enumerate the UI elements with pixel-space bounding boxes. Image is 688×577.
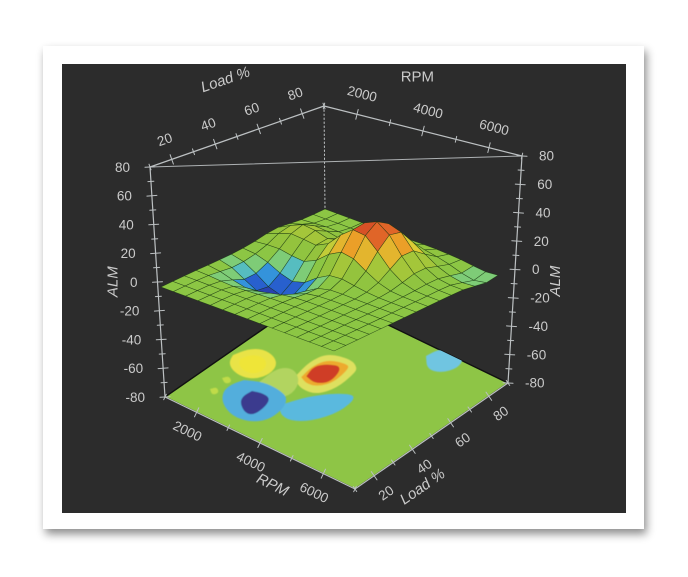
svg-text:60: 60 xyxy=(537,177,552,192)
svg-text:60: 60 xyxy=(117,189,132,204)
svg-text:-20: -20 xyxy=(120,304,140,319)
svg-text:80: 80 xyxy=(115,160,130,175)
svg-text:40: 40 xyxy=(119,217,134,232)
svg-text:40: 40 xyxy=(536,205,551,220)
svg-text:-40: -40 xyxy=(122,332,142,347)
svg-text:-60: -60 xyxy=(527,347,547,362)
svg-text:RPM: RPM xyxy=(401,68,434,85)
svg-text:-80: -80 xyxy=(525,376,545,391)
svg-text:0: 0 xyxy=(130,275,138,290)
svg-text:20: 20 xyxy=(121,246,136,261)
svg-text:-60: -60 xyxy=(124,361,144,376)
svg-text:20: 20 xyxy=(534,234,549,249)
svg-text:ALM: ALM xyxy=(104,266,121,298)
svg-text:80: 80 xyxy=(539,149,554,164)
svg-text:-80: -80 xyxy=(125,390,145,405)
svg-text:ALM: ALM xyxy=(547,265,564,297)
svg-text:-40: -40 xyxy=(529,319,549,334)
svg-text:0: 0 xyxy=(532,262,540,277)
